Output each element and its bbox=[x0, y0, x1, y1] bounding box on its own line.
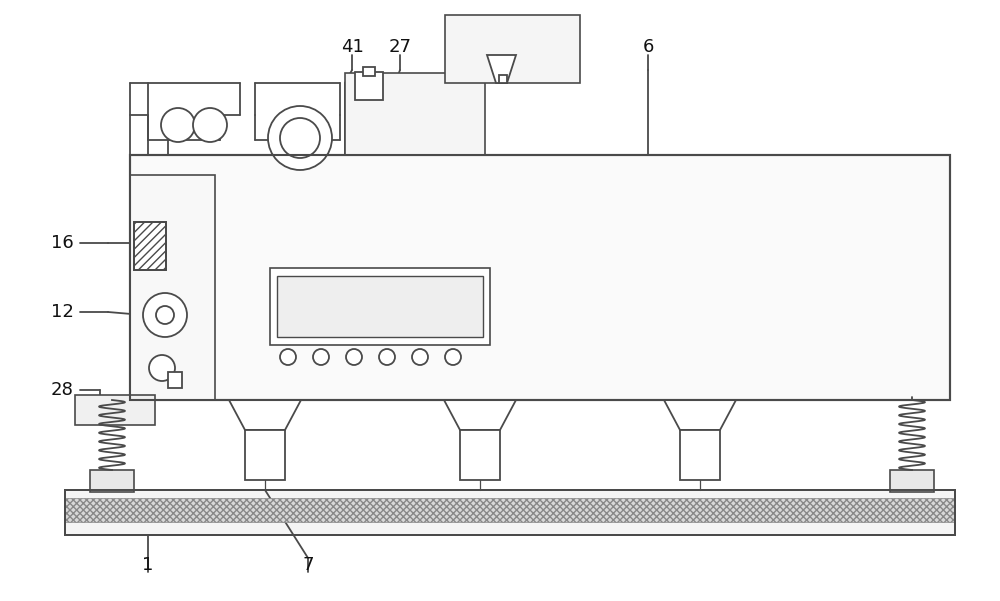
Polygon shape bbox=[664, 400, 736, 430]
Bar bbox=[130, 155, 950, 400]
Bar bbox=[345, 73, 485, 155]
Bar bbox=[270, 268, 490, 345]
Bar bbox=[277, 276, 483, 337]
Bar bbox=[168, 372, 182, 388]
Text: 7: 7 bbox=[302, 556, 314, 574]
Circle shape bbox=[161, 108, 195, 142]
Circle shape bbox=[445, 349, 461, 365]
Bar bbox=[445, 15, 580, 83]
Circle shape bbox=[412, 349, 428, 365]
Bar bbox=[130, 155, 950, 400]
Circle shape bbox=[280, 349, 296, 365]
Bar bbox=[355, 72, 383, 100]
Text: 41: 41 bbox=[341, 38, 363, 56]
Bar bbox=[65, 490, 955, 535]
Polygon shape bbox=[487, 55, 516, 83]
Text: 1: 1 bbox=[142, 556, 154, 574]
Text: 16: 16 bbox=[51, 234, 73, 252]
Text: 12: 12 bbox=[51, 303, 73, 321]
Circle shape bbox=[313, 349, 329, 365]
Bar bbox=[130, 175, 215, 400]
Polygon shape bbox=[444, 400, 516, 430]
Polygon shape bbox=[229, 400, 301, 430]
Circle shape bbox=[379, 349, 395, 365]
Bar bbox=[65, 498, 955, 522]
Circle shape bbox=[156, 306, 174, 324]
Bar bbox=[499, 75, 507, 83]
Circle shape bbox=[149, 355, 175, 381]
Bar bbox=[363, 67, 375, 76]
Bar bbox=[65, 490, 955, 535]
Bar bbox=[680, 430, 720, 480]
Bar bbox=[75, 395, 155, 425]
Bar bbox=[460, 430, 500, 480]
Text: 28: 28 bbox=[51, 381, 73, 399]
Bar bbox=[90, 470, 134, 492]
Bar bbox=[134, 222, 166, 270]
Bar bbox=[245, 430, 285, 480]
Circle shape bbox=[193, 108, 227, 142]
Circle shape bbox=[280, 118, 320, 158]
Text: 27: 27 bbox=[388, 38, 412, 56]
Circle shape bbox=[268, 106, 332, 170]
Circle shape bbox=[143, 293, 187, 337]
Bar bbox=[134, 222, 166, 270]
Bar bbox=[890, 470, 934, 492]
Text: 6: 6 bbox=[642, 38, 654, 56]
Circle shape bbox=[346, 349, 362, 365]
